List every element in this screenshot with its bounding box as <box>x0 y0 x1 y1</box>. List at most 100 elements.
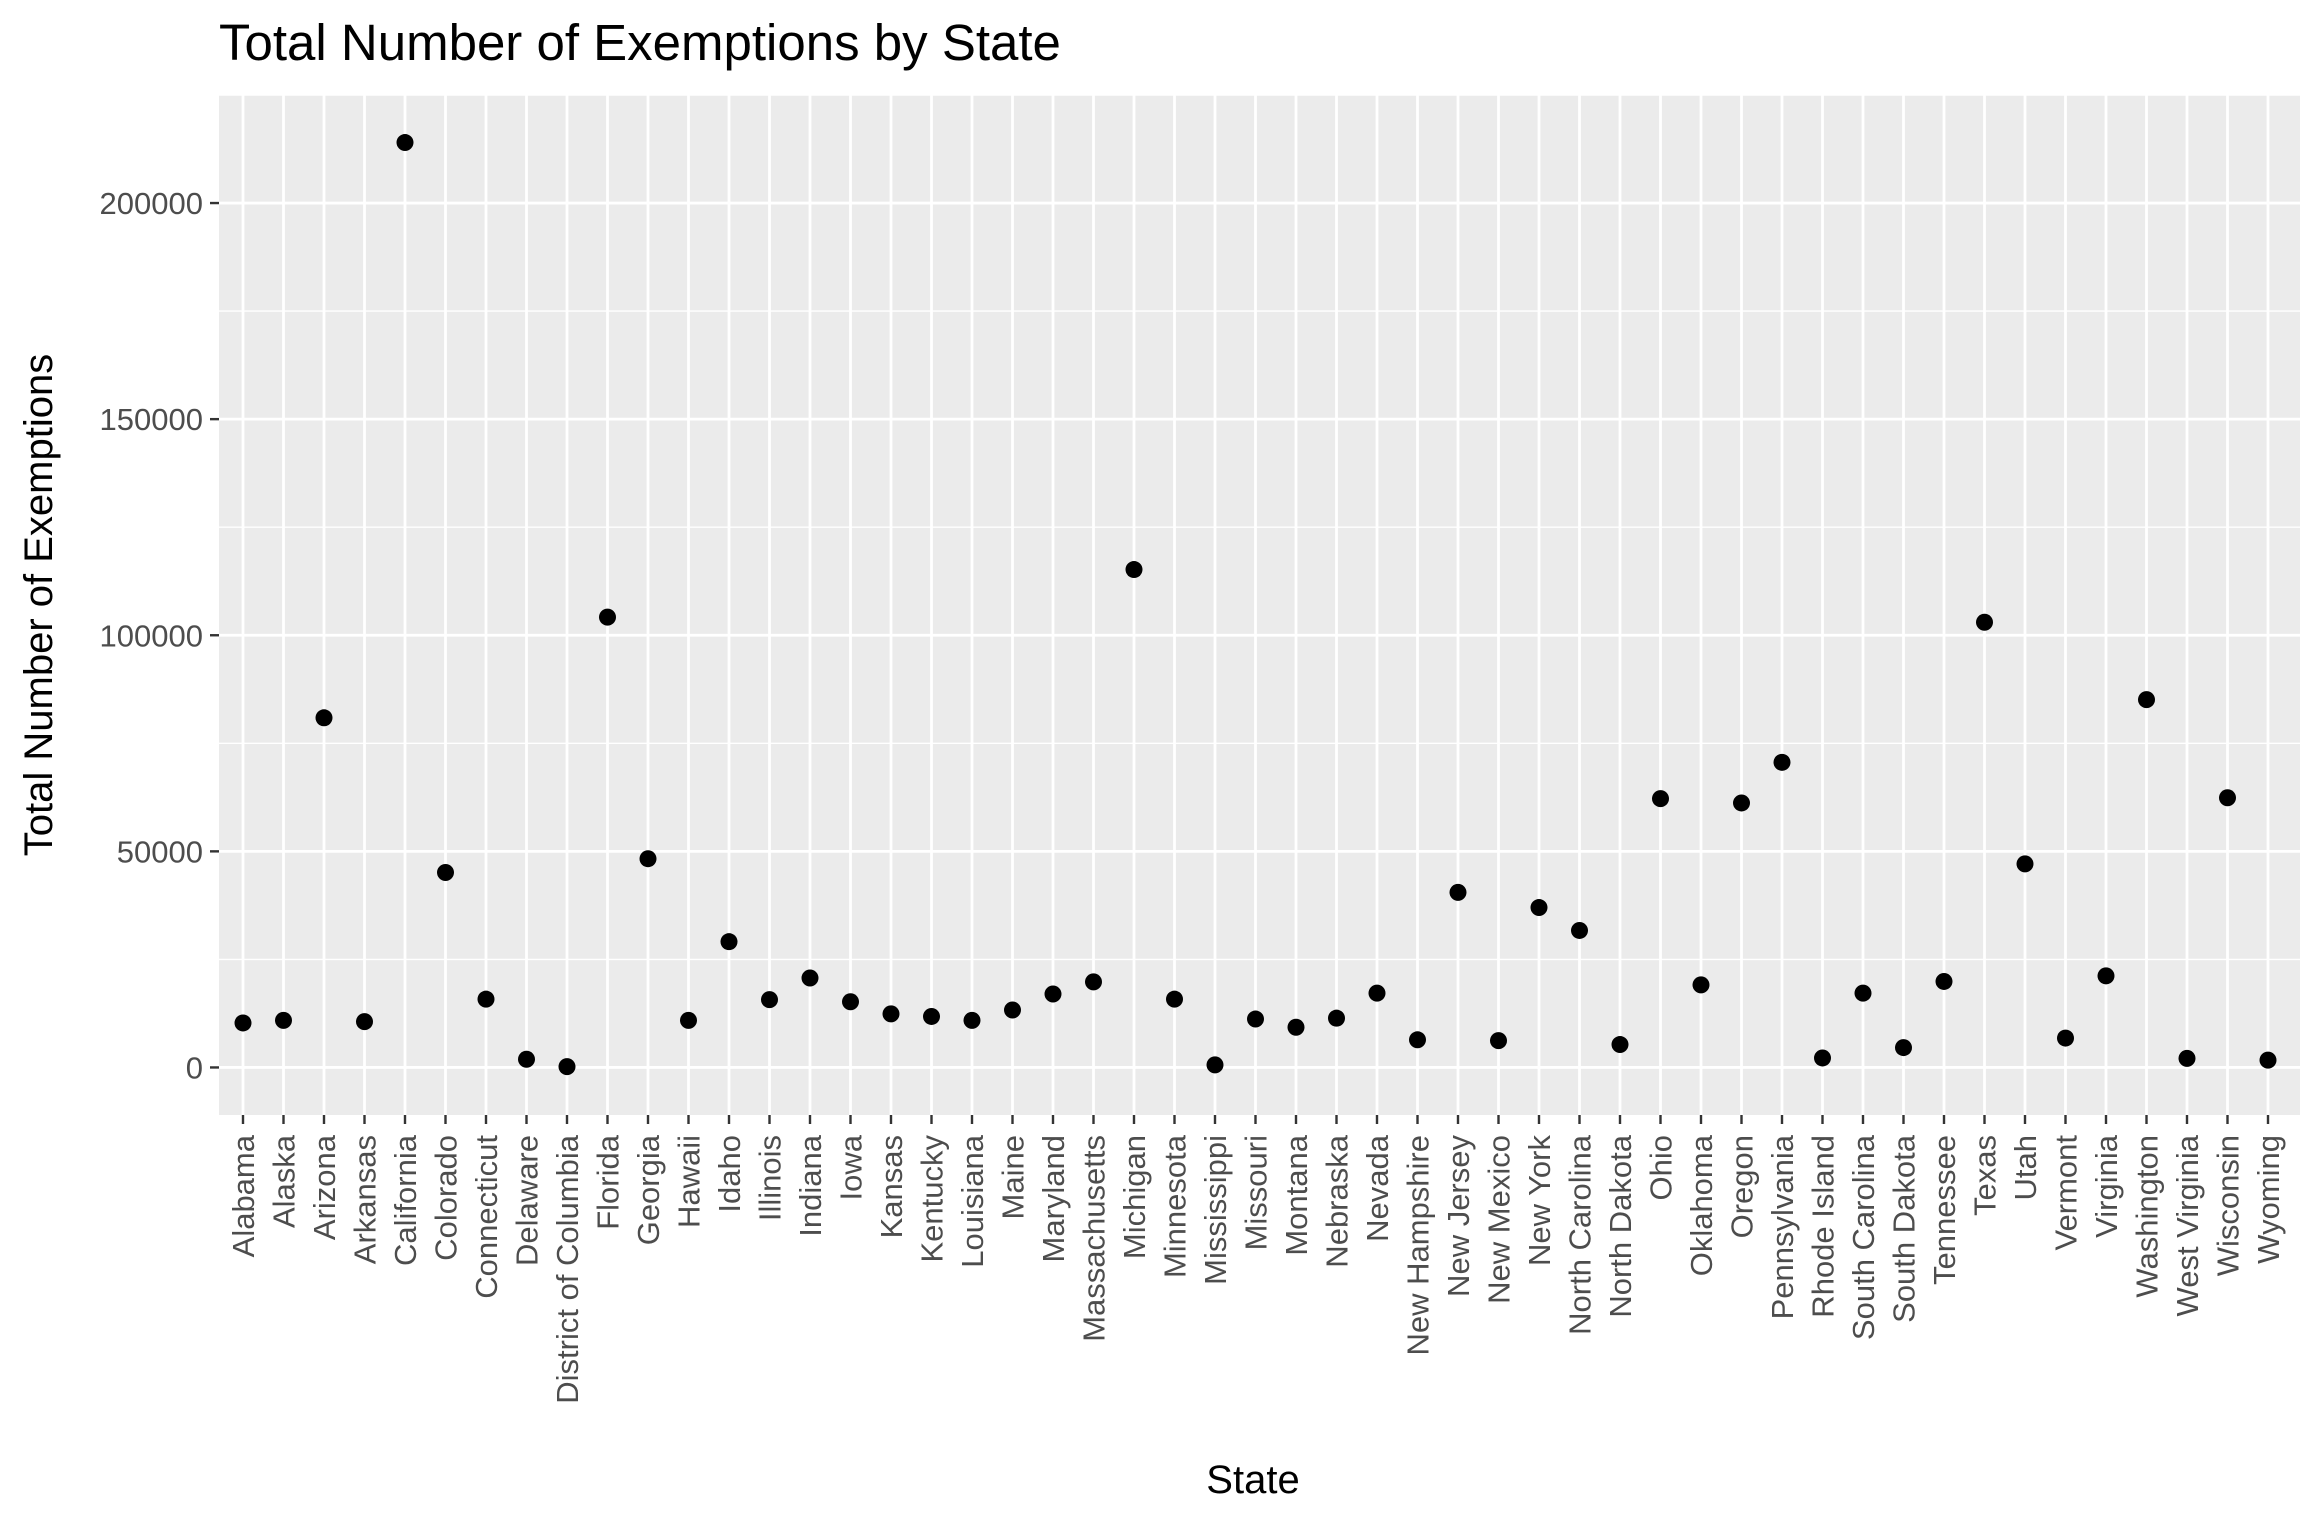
x-tick-label: Connecticut <box>469 1135 504 1299</box>
x-tick-label: Indiana <box>793 1134 828 1236</box>
x-tick-label: California <box>388 1134 423 1266</box>
data-point <box>2016 855 2034 873</box>
x-tick-label: Florida <box>591 1134 626 1230</box>
x-tick-label: Ohio <box>1644 1135 1679 1200</box>
x-tick-label: Colorado <box>429 1135 464 1261</box>
data-point <box>1571 921 1588 939</box>
x-tick-label: Pennsylvania <box>1765 1134 1800 1319</box>
x-tick-label: Vermont <box>2049 1135 2084 1251</box>
x-tick-label: Oregon <box>1725 1135 1760 1238</box>
data-point <box>356 1013 373 1031</box>
x-tick-label: Louisiana <box>955 1134 990 1267</box>
plot-panel <box>219 95 2300 1115</box>
x-tick-label: Kansas <box>874 1135 909 1238</box>
data-point <box>1530 899 1548 917</box>
x-tick-label: Minnesota <box>1158 1134 1193 1278</box>
data-point <box>1125 561 1143 579</box>
data-point <box>801 969 819 987</box>
data-point <box>2178 1049 2196 1067</box>
data-point <box>396 134 414 152</box>
x-tick-label: Virginia <box>2089 1134 2124 1238</box>
x-tick-label: Georgia <box>631 1134 666 1245</box>
data-point <box>882 1005 900 1023</box>
data-point <box>1490 1032 1507 1050</box>
x-tick-label: Rhode Island <box>1806 1135 1841 1318</box>
x-tick-label: Maryland <box>1036 1135 1071 1263</box>
x-tick-label: Iowa <box>834 1134 869 1200</box>
y-axis-ticks: 0 50000 100000 150000 200000 <box>100 186 219 1085</box>
data-point <box>1814 1049 1831 1067</box>
y-tick-label: 200000 <box>100 186 203 221</box>
data-point <box>437 864 454 882</box>
x-tick-label: Wyoming <box>2251 1135 2286 1264</box>
x-tick-label: Missouri <box>1239 1135 1274 1250</box>
data-point <box>1368 984 1386 1002</box>
data-point <box>518 1050 535 1068</box>
data-point <box>680 1011 697 1029</box>
y-tick-label: 0 <box>186 1050 203 1085</box>
x-tick-label: North Carolina <box>1563 1134 1598 1335</box>
x-tick-label: Arkansas <box>348 1135 383 1264</box>
x-tick-label: Mississippi <box>1198 1135 1233 1285</box>
data-point <box>2138 691 2155 709</box>
data-point <box>1692 976 1710 994</box>
data-point <box>1004 1001 1021 1019</box>
x-tick-label: Massachusetts <box>1077 1135 1112 1342</box>
data-point <box>923 1007 940 1025</box>
data-point <box>1085 973 1102 991</box>
x-tick-label: New York <box>1522 1135 1557 1266</box>
data-points <box>234 134 2277 1076</box>
y-axis-title: Total Number of Exemptions <box>17 354 61 856</box>
data-point <box>599 608 616 626</box>
x-tick-label: Utah <box>2008 1135 2043 1200</box>
data-point <box>2097 967 2115 985</box>
data-point <box>1652 790 1669 808</box>
chart-title: Total Number of Exemptions by State <box>219 14 1061 71</box>
y-tick-label: 100000 <box>100 618 203 653</box>
x-tick-label: South Dakota <box>1887 1134 1922 1323</box>
x-tick-label: New Hampshire <box>1401 1135 1436 1356</box>
x-tick-label: Alaska <box>267 1134 302 1228</box>
data-point <box>2259 1051 2277 1069</box>
data-point <box>1895 1039 1912 1057</box>
data-point <box>963 1011 981 1029</box>
data-point <box>1976 613 1993 631</box>
x-tick-label: Wisconsin <box>2211 1135 2246 1276</box>
x-tick-label: District of Columbia <box>550 1134 585 1403</box>
data-point <box>1854 984 1872 1002</box>
data-point <box>1166 990 1183 1008</box>
data-point <box>315 709 333 727</box>
x-tick-label: Hawaii <box>672 1135 707 1228</box>
y-tick-label: 50000 <box>117 834 203 869</box>
x-tick-label: Alabama <box>226 1134 261 1257</box>
x-tick-label: Michigan <box>1117 1135 1152 1259</box>
data-point <box>1409 1031 1426 1049</box>
data-point <box>275 1011 292 1029</box>
data-point <box>1773 753 1791 771</box>
data-point <box>1044 985 1062 1003</box>
x-tick-label: West Virginia <box>2170 1134 2205 1316</box>
data-point <box>234 1014 252 1032</box>
data-point <box>1449 883 1467 901</box>
x-tick-label: Texas <box>1968 1135 2003 1216</box>
x-tick-label: Nevada <box>1360 1134 1395 1242</box>
data-point <box>720 933 738 951</box>
x-tick-label: Oklahoma <box>1684 1134 1719 1276</box>
x-tick-label: Idaho <box>712 1135 747 1213</box>
data-point <box>1611 1036 1629 1054</box>
x-tick-label: New Mexico <box>1482 1135 1517 1304</box>
data-point <box>639 850 657 868</box>
x-axis-title: State <box>1206 1458 1299 1502</box>
x-tick-label: New Jersey <box>1441 1135 1476 1297</box>
data-point <box>1733 794 1750 812</box>
x-tick-label: Kentucky <box>915 1135 950 1263</box>
x-tick-label: Maine <box>996 1135 1031 1219</box>
x-tick-label: North Dakota <box>1603 1134 1638 1317</box>
x-tick-label: Illinois <box>753 1135 788 1221</box>
data-point <box>1247 1010 1264 1028</box>
x-tick-label: Montana <box>1279 1134 1314 1255</box>
x-tick-label: Washington <box>2130 1135 2165 1298</box>
x-tick-label: Arizona <box>307 1134 342 1240</box>
